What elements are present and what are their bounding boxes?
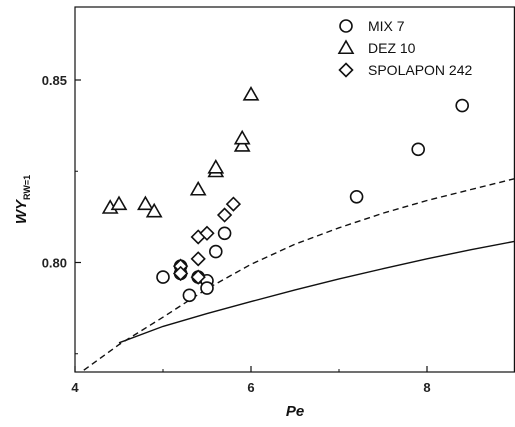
circle-marker (209, 244, 223, 259)
circle-marker (156, 270, 170, 284)
circle-marker (455, 98, 470, 113)
triangle-marker (233, 137, 251, 152)
data-markers (101, 85, 470, 303)
diamond-marker (190, 251, 206, 267)
circle-marker (411, 142, 426, 157)
y-axis-label-main: WY (13, 198, 30, 224)
legend-circle-marker (339, 19, 353, 33)
x-axis-label: Pe (286, 403, 304, 420)
x-tick-label: 6 (247, 380, 254, 395)
legend-label: MIX 7 (368, 18, 405, 34)
solid-curve (118, 240, 515, 344)
plot-frame (74, 6, 515, 373)
y-tick-label: 0.80 (42, 256, 67, 271)
diamond-marker (172, 265, 189, 282)
legend: MIX 7 DEZ 10 SPOLAPON 242 (337, 18, 472, 78)
diamond-marker (199, 225, 215, 241)
legend-label: SPOLAPON 242 (368, 62, 472, 78)
axis-ticks (74, 79, 428, 372)
triangle-marker (233, 129, 251, 145)
triangle-marker (189, 180, 207, 196)
legend-triangle-marker (337, 39, 355, 55)
diamond-marker (216, 207, 233, 223)
legend-diamond-marker (338, 62, 354, 78)
circle-marker (200, 281, 214, 295)
y-tick-label: 0.85 (42, 73, 67, 88)
triangle-marker (145, 202, 163, 218)
triangle-marker (207, 158, 225, 174)
tick-labels: 4 6 8 0.80 0.85 (42, 73, 431, 395)
diamond-marker (190, 269, 206, 285)
y-axis-label: WYRW=1 (13, 175, 32, 224)
x-tick-label: 4 (71, 380, 79, 395)
diamond-marker (225, 196, 242, 212)
legend-label: DEZ 10 (368, 40, 416, 56)
triangle-marker (110, 195, 128, 211)
x-tick-label: 8 (423, 380, 430, 395)
model-curves (83, 177, 515, 371)
circle-marker (349, 190, 364, 204)
dashed-curve (83, 177, 515, 371)
y-axis-label-subscript: RW=1 (22, 175, 32, 200)
circle-marker (182, 288, 197, 303)
circle-marker (217, 226, 232, 241)
triangle-marker (137, 195, 154, 211)
triangle-marker (242, 85, 260, 101)
